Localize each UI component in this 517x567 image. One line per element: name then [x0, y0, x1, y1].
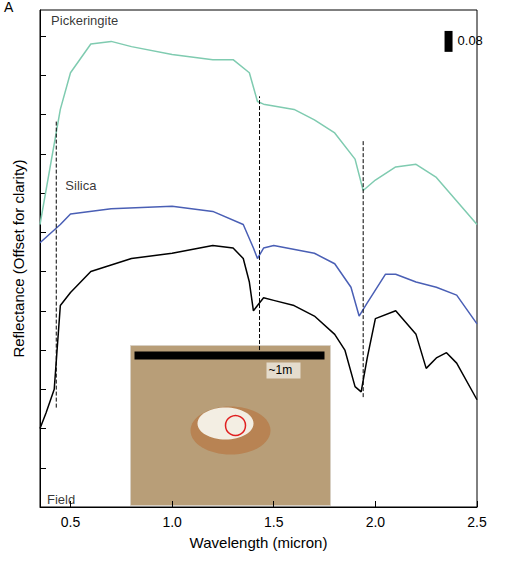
svg-text:1.0: 1.0	[162, 514, 182, 530]
svg-text:2.5: 2.5	[467, 514, 487, 530]
svg-text:2.0: 2.0	[366, 514, 386, 530]
svg-text:~1m: ~1m	[269, 363, 293, 377]
svg-text:0.08: 0.08	[458, 33, 483, 48]
svg-text:Silica: Silica	[65, 178, 97, 193]
svg-text:Pickeringite: Pickeringite	[51, 13, 118, 28]
svg-text:1.5: 1.5	[264, 514, 284, 530]
svg-text:Field: Field	[47, 492, 75, 507]
svg-text:A: A	[4, 0, 14, 15]
svg-text:Wavelength (micron): Wavelength (micron)	[190, 534, 328, 551]
svg-text:0.5: 0.5	[61, 514, 81, 530]
svg-text:Reflectance (Offset for clarit: Reflectance (Offset for clarity)	[10, 159, 27, 357]
